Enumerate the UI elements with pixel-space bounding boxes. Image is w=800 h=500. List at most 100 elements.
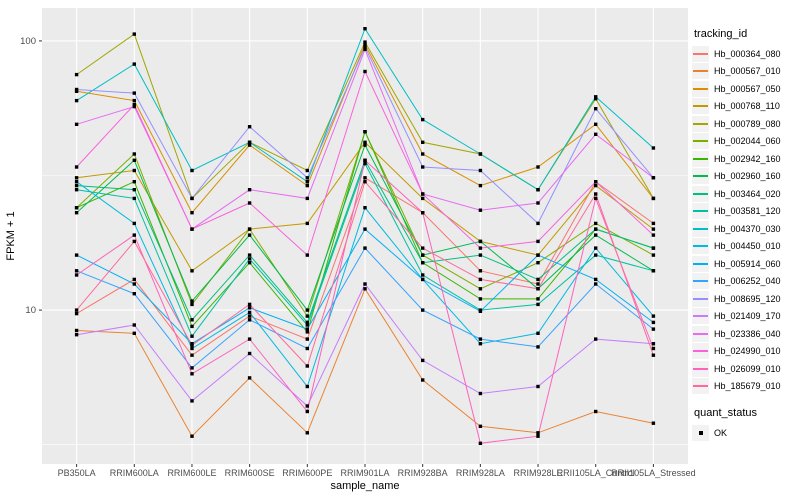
legend-key-swatch (692, 115, 709, 132)
legend-item: Hb_005914_060 (692, 255, 798, 273)
data-point (190, 168, 194, 173)
legend-item-label: Hb_003581_120 (714, 206, 781, 217)
data-point (132, 282, 136, 286)
legend-title-tracking-id: tracking_id (694, 28, 748, 40)
data-point (305, 330, 309, 334)
data-point (305, 346, 309, 351)
legend-key-swatch (692, 98, 709, 115)
data-point (247, 310, 252, 315)
legend-item: Hb_004450_010 (692, 238, 798, 256)
data-point (421, 165, 425, 169)
data-point (305, 168, 309, 173)
data-point (363, 130, 367, 134)
data-point (363, 246, 367, 250)
data-point (74, 122, 79, 126)
data-point (363, 143, 367, 147)
data-point (190, 372, 194, 376)
data-point (421, 246, 425, 250)
data-point (651, 269, 656, 273)
data-point (594, 122, 598, 126)
legend-color-line-icon (693, 175, 708, 178)
data-point (132, 152, 136, 156)
legend-key-swatch (692, 343, 709, 360)
legend-item-label: Hb_002960_160 (714, 171, 781, 182)
legend-item: Hb_000768_110 (692, 98, 798, 116)
data-point (594, 183, 598, 188)
data-point (651, 314, 656, 318)
data-point (421, 358, 425, 363)
data-point (421, 192, 425, 196)
legend-key-swatch (692, 168, 709, 185)
legend-item-ok: OK (692, 424, 798, 442)
data-point (363, 227, 367, 231)
legend-color-line-icon (693, 245, 708, 248)
data-point (478, 342, 483, 346)
data-point (132, 102, 136, 107)
y-tick-label: 10 (25, 305, 36, 316)
data-point (74, 165, 79, 169)
data-point (190, 434, 194, 438)
data-point (132, 331, 136, 335)
legend-item-label: Hb_021409_170 (714, 311, 781, 322)
legend-item-label: Hb_000768_110 (714, 101, 780, 112)
data-point (594, 277, 598, 282)
data-point (363, 45, 367, 49)
data-point (594, 95, 598, 99)
data-point (594, 253, 598, 257)
legend-color-line-icon (693, 315, 708, 318)
legend-color-line-icon (693, 332, 708, 335)
data-point (74, 311, 79, 316)
data-point (247, 143, 252, 147)
legend-item: Hb_021409_170 (692, 308, 798, 326)
data-point (594, 97, 598, 101)
legend-key-swatch (692, 150, 709, 167)
legend-key-swatch (692, 290, 709, 307)
data-point (74, 72, 79, 77)
legend-item-label: Hb_000567_050 (714, 83, 781, 94)
legend-item: Hb_006252_040 (692, 273, 798, 291)
legend-item: Hb_024990_010 (692, 343, 798, 361)
legend-color-line-icon (693, 385, 708, 388)
data-point (363, 180, 367, 184)
legend-item-label: Hb_000789_080 (714, 118, 781, 129)
data-point (651, 253, 656, 257)
data-point (74, 176, 79, 180)
legend-item-label: Hb_008695_120 (714, 293, 781, 304)
data-point (132, 98, 136, 103)
legend-item-label: Hb_000364_080 (714, 48, 781, 59)
data-point (594, 192, 598, 196)
data-point (132, 196, 136, 201)
data-point (190, 302, 194, 307)
data-point (74, 89, 79, 93)
data-point (74, 308, 79, 312)
data-point (594, 132, 598, 136)
data-point (421, 253, 425, 257)
data-point (247, 201, 252, 205)
data-point (305, 308, 309, 312)
data-point (421, 140, 425, 144)
data-point (651, 146, 656, 150)
data-point (190, 353, 194, 357)
data-point (536, 239, 540, 244)
data-point (651, 346, 656, 351)
legend-item: Hb_185679_010 (692, 378, 798, 396)
data-point (74, 183, 79, 188)
data-point (651, 327, 656, 331)
data-point (363, 161, 367, 166)
legend-color-line-icon (693, 280, 708, 283)
ok-point-swatch (692, 424, 709, 441)
data-point (190, 366, 194, 370)
data-point (305, 409, 309, 414)
x-tick-label: RRIM600LE (167, 468, 216, 478)
data-point (594, 180, 598, 184)
legend-item: Hb_000567_050 (692, 80, 798, 98)
legend-item: Hb_003581_120 (692, 203, 798, 221)
data-point (305, 314, 309, 318)
legend-color-line-icon (693, 140, 708, 143)
legend-item-label: Hb_004450_010 (714, 241, 781, 252)
data-point (478, 391, 483, 396)
data-point (132, 233, 136, 237)
legend-key-swatch (692, 133, 709, 150)
data-point (594, 233, 598, 237)
